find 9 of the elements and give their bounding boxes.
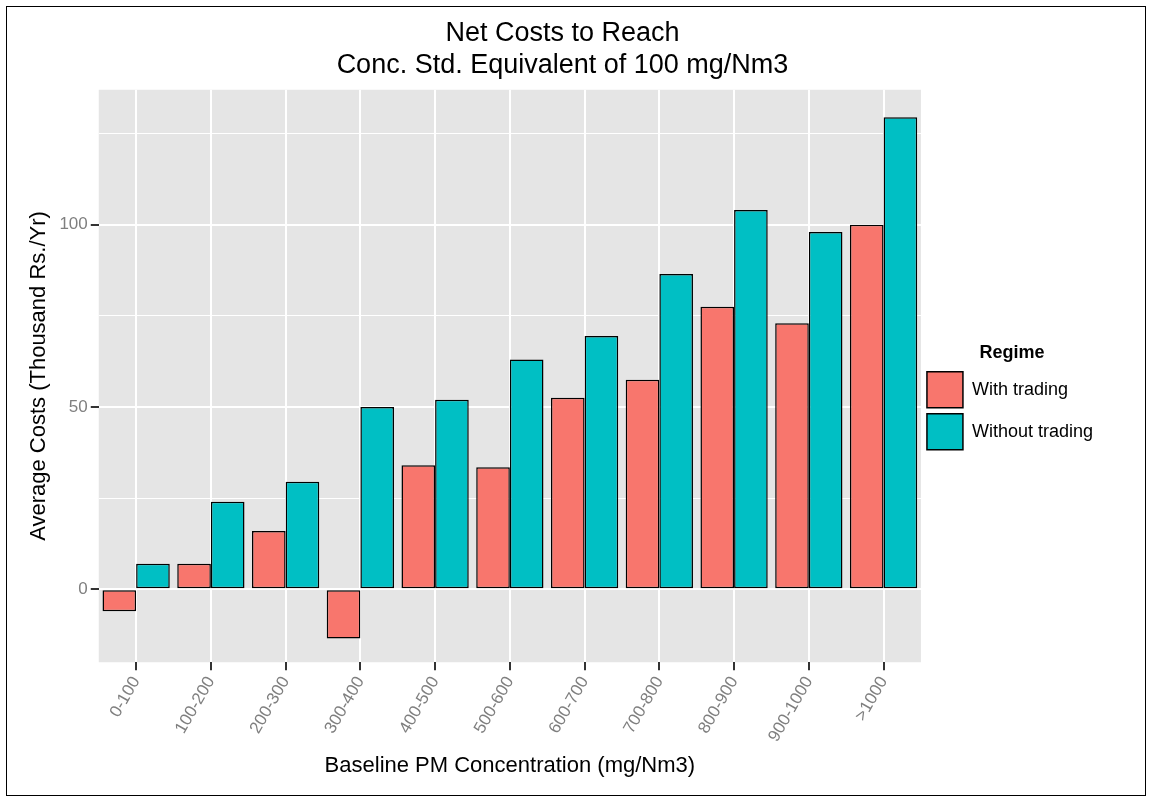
y-tick-label: 0	[78, 578, 88, 598]
y-axis-title: Average Costs (Thousand Rs./Yr)	[25, 211, 51, 541]
y-tick-label: 100	[59, 214, 88, 234]
x-axis-title: Baseline PM Concentration (mg/Nm3)	[324, 751, 696, 777]
legend-label: With trading	[971, 378, 1068, 399]
legend-label: Without trading	[971, 420, 1093, 441]
y-tick-label: 50	[68, 396, 88, 416]
legend-title: Regime	[979, 342, 1045, 363]
chart-title: Net Costs to Reach Conc. Std. Equivalent of 100 mg/Nm3	[336, 16, 789, 80]
